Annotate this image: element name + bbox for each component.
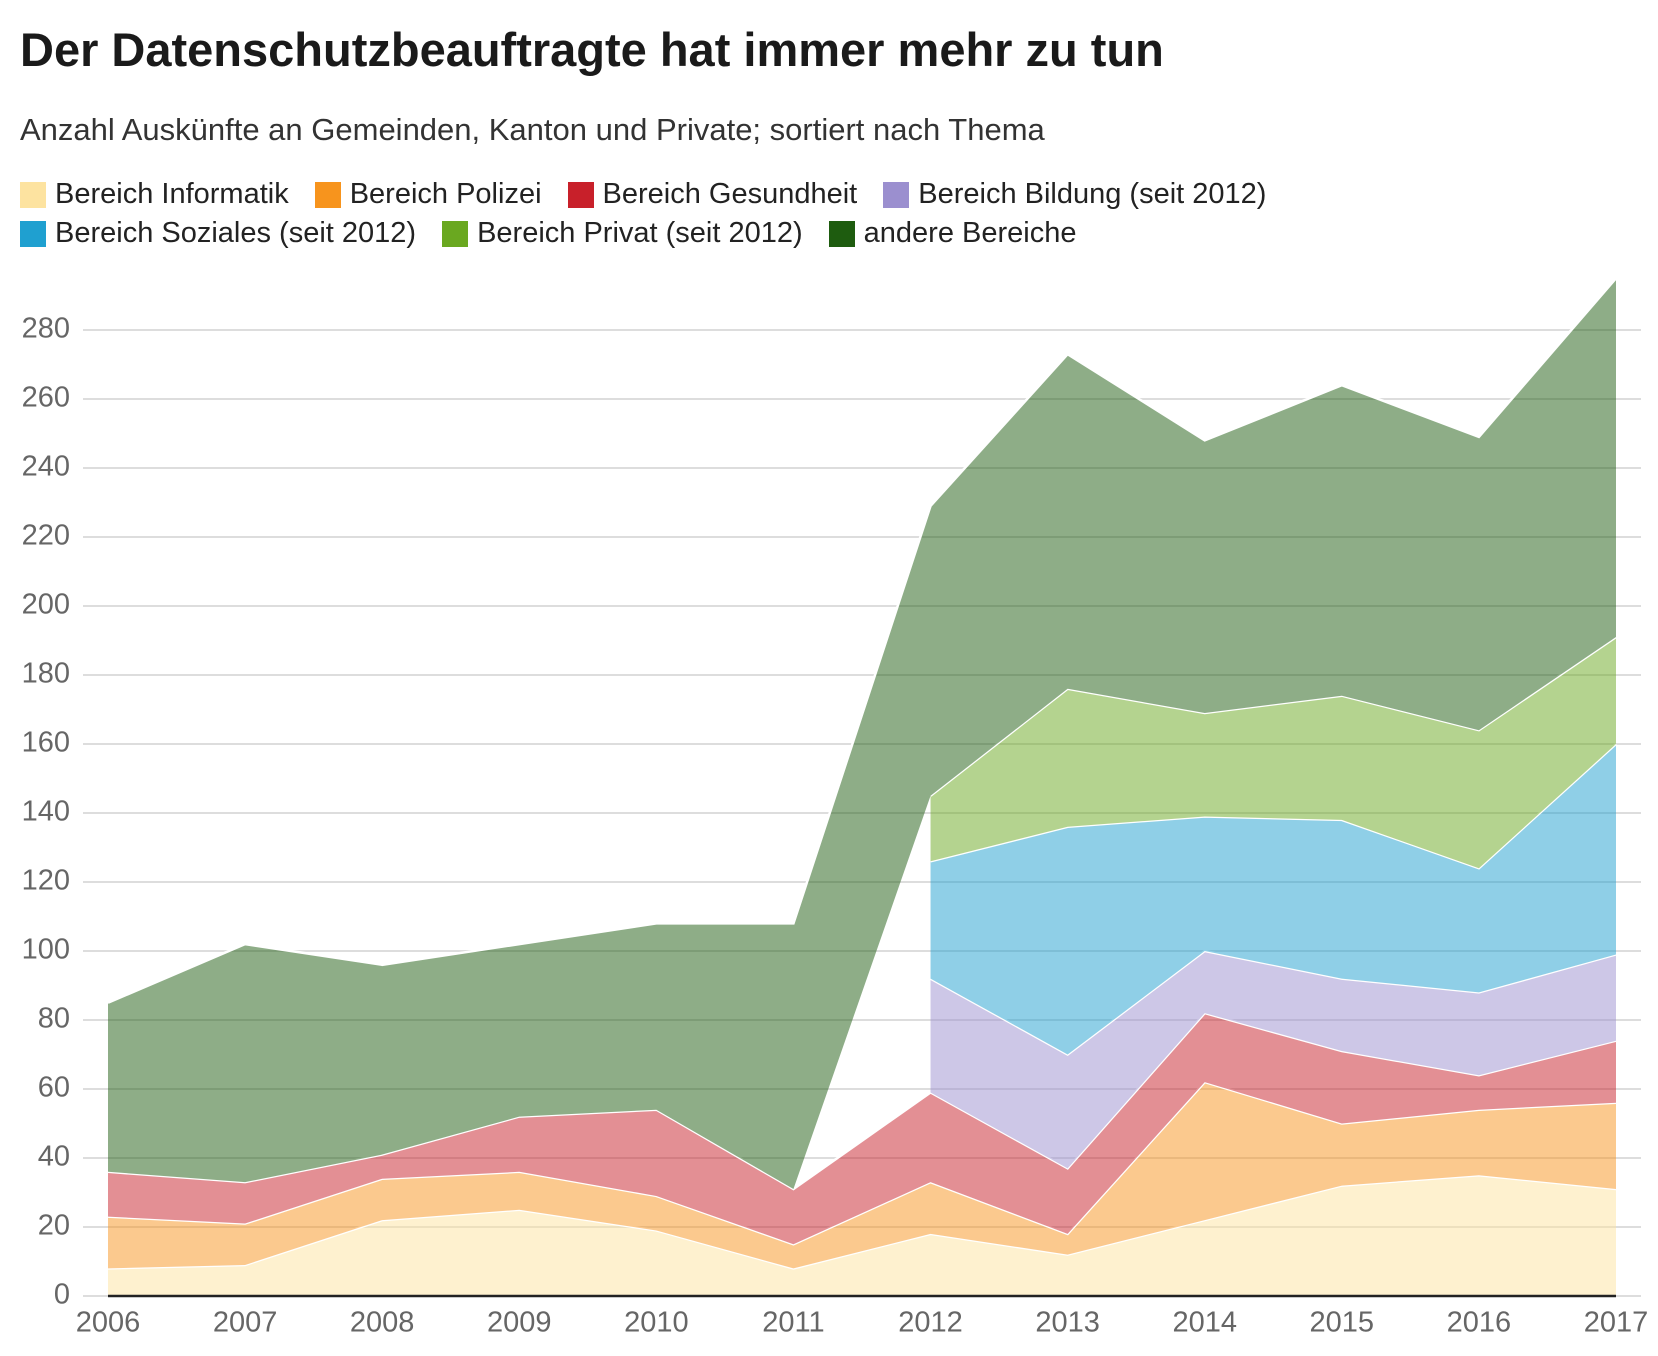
- y-tick-label: 40: [38, 1141, 70, 1173]
- y-tick-label: 100: [22, 934, 70, 966]
- legend-label: Bereich Soziales (seit 2012): [55, 217, 417, 249]
- legend-swatch: [20, 181, 46, 208]
- legend: Bereich Informatik Bereich Polizei Bereich…: [20, 178, 1360, 250]
- y-tick-label: 200: [22, 589, 70, 621]
- y-tick-label: 120: [22, 865, 70, 897]
- y-tick-label: 260: [22, 382, 70, 414]
- x-tick-label: 2009: [487, 1307, 552, 1339]
- x-tick-label: 2015: [1310, 1307, 1375, 1339]
- legend-label: Bereich Informatik: [55, 178, 289, 210]
- y-tick-label: 80: [38, 1003, 70, 1035]
- legend-item: Bereich Soziales (seit 2012): [20, 217, 416, 250]
- legend-item: Bereich Privat (seit 2012): [442, 217, 803, 250]
- x-tick-label: 2012: [898, 1307, 963, 1339]
- area-edge: [107, 277, 1617, 1004]
- y-tick-label: 280: [22, 313, 70, 345]
- area: [930, 744, 1616, 1055]
- area: [108, 278, 1616, 1190]
- area: [108, 1013, 1616, 1245]
- legend-swatch: [442, 220, 469, 247]
- x-tick-label: 2006: [76, 1307, 141, 1339]
- x-tick-label: 2010: [624, 1307, 689, 1339]
- area: [930, 951, 1616, 1169]
- y-tick-label: 140: [22, 796, 70, 828]
- legend-label: andere Bereiche: [863, 217, 1077, 249]
- x-tick-label: 2011: [762, 1307, 824, 1339]
- chart-subtitle: Anzahl Auskünfte an Gemeinden, Kanton un…: [20, 112, 1045, 147]
- legend-item: Bereich Bildung (seit 2012): [883, 178, 1266, 211]
- legend-swatch: [567, 181, 594, 208]
- legend-label: Bereich Bildung (seit 2012): [918, 178, 1267, 210]
- x-tick-label: 2014: [1172, 1307, 1237, 1339]
- legend-item: Bereich Informatik: [20, 178, 289, 211]
- x-tick-label: 2007: [213, 1307, 278, 1339]
- legend-swatch: [828, 220, 855, 247]
- y-tick-label: 240: [22, 451, 70, 483]
- legend-item: Bereich Polizei: [314, 178, 542, 211]
- legend-label: Bereich Gesundheit: [602, 178, 858, 210]
- y-tick-label: 220: [22, 520, 70, 552]
- legend-label: Bereich Polizei: [349, 178, 542, 210]
- area: [108, 1175, 1616, 1296]
- legend-swatch: [883, 181, 910, 208]
- y-tick-label: 160: [22, 727, 70, 759]
- y-tick-label: 20: [38, 1210, 70, 1242]
- x-tick-label: 2013: [1035, 1307, 1100, 1339]
- legend-swatch: [314, 181, 341, 208]
- legend-swatch: [20, 220, 46, 247]
- y-tick-label: 0: [54, 1279, 70, 1311]
- legend-item: andere Bereiche: [828, 217, 1077, 250]
- x-tick-label: 2008: [350, 1307, 415, 1339]
- y-tick-label: 60: [38, 1072, 70, 1104]
- x-tick-label: 2017: [1584, 1307, 1649, 1339]
- legend-item: Bereich Gesundheit: [567, 178, 858, 211]
- area: [108, 1082, 1616, 1269]
- chart-title: Der Datenschutzbeauftragte hat immer meh…: [20, 23, 1164, 76]
- legend-label: Bereich Privat (seit 2012): [477, 217, 803, 249]
- x-tick-label: 2016: [1447, 1307, 1512, 1339]
- y-tick-label: 180: [22, 658, 70, 690]
